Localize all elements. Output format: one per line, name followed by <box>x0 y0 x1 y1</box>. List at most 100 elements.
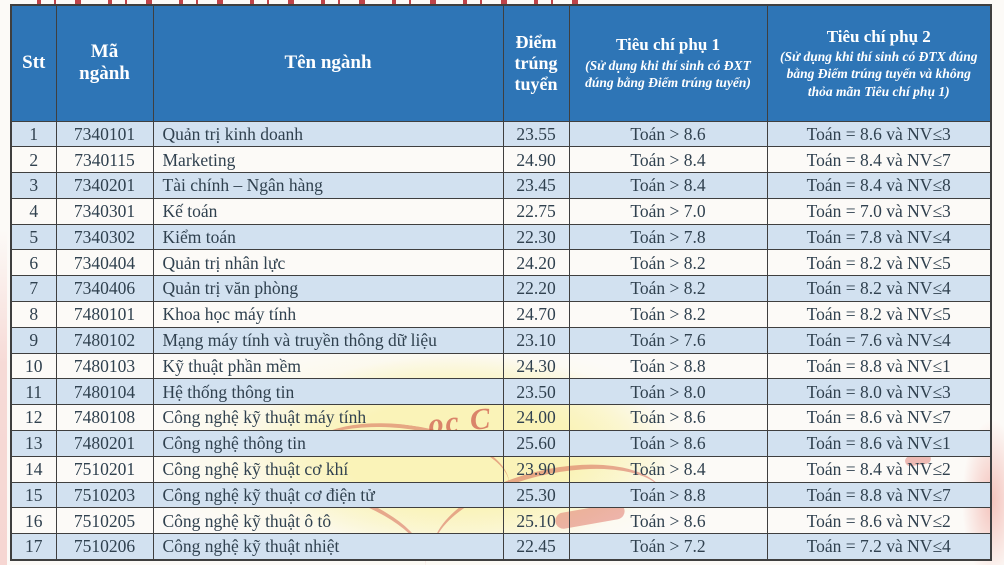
table-row: 14 7510201 Công nghệ kỹ thuật cơ khí 23.90 T… <box>10 455 992 483</box>
cell-stt: 3 <box>10 172 57 199</box>
cell-stt: 1 <box>10 120 57 148</box>
header-row: Stt Mã ngành Tên ngành Điểm trúng tuyển … <box>10 4 992 122</box>
cell-ma-nganh: 7480102 <box>55 326 154 354</box>
col-header-ten-nganh: Tên ngành <box>152 4 504 122</box>
cell-ma-nganh: 7340301 <box>55 197 154 225</box>
table-row: 17 7510206 Công nghệ kỹ thuật nhiệt 22.45 To… <box>10 533 992 561</box>
cell-ma-nganh: 7340302 <box>55 223 154 251</box>
cell-tieu-chi-phu-1: Toán > 8.6 <box>568 120 768 148</box>
cell-ten-nganh: Công nghệ kỹ thuật cơ điện tử <box>152 481 504 509</box>
cell-diem-trung-tuyen: 23.50 <box>502 378 570 406</box>
cell-stt: 5 <box>10 223 57 251</box>
table-row: 12 7480108 Công nghệ kỹ thuật máy tính 24.0… <box>10 404 992 432</box>
cell-stt: 2 <box>10 146 57 174</box>
cell-stt: 6 <box>10 249 57 277</box>
cell-tieu-chi-phu-1: Toán > 8.6 <box>568 507 768 535</box>
cell-ten-nganh: Kế toán <box>152 197 504 225</box>
cell-diem-trung-tuyen: 24.20 <box>502 249 570 277</box>
cell-ma-nganh: 7340115 <box>55 146 154 174</box>
cell-stt: 10 <box>10 352 57 380</box>
tieu-chi-phu-2-title: Tiêu chí phụ 2 <box>826 26 931 46</box>
cell-ma-nganh: 7480104 <box>55 378 154 406</box>
table-row: 1 7340101 Quản trị kinh doanh 23.55 Toán > 8… <box>10 120 992 148</box>
tieu-chi-phu-1-title: Tiêu chí phụ 1 <box>615 35 721 55</box>
cell-stt: 4 <box>10 197 57 225</box>
cell-diem-trung-tuyen: 23.45 <box>502 172 570 199</box>
table-header: Stt Mã ngành Tên ngành Điểm trúng tuyển … <box>10 4 992 122</box>
cell-ten-nganh: Công nghệ kỹ thuật nhiệt <box>152 533 504 561</box>
table-row: 11 7480104 Hệ thống thông tin 23.50 Toán > 8… <box>10 378 992 406</box>
cell-ma-nganh: 7340406 <box>55 275 154 303</box>
cell-stt: 17 <box>10 533 57 561</box>
cell-ten-nganh: Khoa học máy tính <box>152 301 504 328</box>
cell-tieu-chi-phu-2: Toán = 8.6 và NV≤7 <box>766 404 992 432</box>
cell-stt: 16 <box>10 507 57 535</box>
cell-ten-nganh: Quản trị kinh doanh <box>152 120 504 148</box>
cell-tieu-chi-phu-2: Toán = 7.0 và NV≤3 <box>766 197 992 225</box>
cell-tieu-chi-phu-1: Toán > 8.4 <box>568 172 768 199</box>
cell-ma-nganh: 7480201 <box>55 430 154 457</box>
table-row: 16 7510205 Công nghệ kỹ thuật ô tô 25.10 Toá… <box>10 507 992 535</box>
cell-tieu-chi-phu-2: Toán = 8.6 và NV≤3 <box>766 120 992 148</box>
cell-stt: 12 <box>10 404 57 432</box>
cell-tieu-chi-phu-2: Toán = 8.8 và NV≤1 <box>766 352 992 380</box>
cell-tieu-chi-phu-2: Toán = 8.2 và NV≤4 <box>766 275 992 303</box>
cell-ten-nganh: Công nghệ kỹ thuật máy tính <box>152 404 504 432</box>
cell-tieu-chi-phu-1: Toán > 8.6 <box>568 404 768 432</box>
cell-tieu-chi-phu-2: Toán = 8.8 và NV≤7 <box>766 481 992 509</box>
cell-tieu-chi-phu-1: Toán > 8.2 <box>568 275 768 303</box>
cell-ten-nganh: Mạng máy tính và truyền thông dữ liệu <box>152 326 504 354</box>
cell-diem-trung-tuyen: 23.90 <box>502 455 570 483</box>
table-body: 1 7340101 Quản trị kinh doanh 23.55 Toán > 8… <box>10 120 992 561</box>
cell-tieu-chi-phu-1: Toán > 7.0 <box>568 197 768 225</box>
col-header-stt: Stt <box>10 4 57 122</box>
tieu-chi-phu-2-note: (Sử dụng khi thí sinh có ĐTX đúng bằng Đ… <box>779 49 978 99</box>
table-row: 2 7340115 Marketing 24.90 Toán > 8.4 Toán = 8… <box>10 146 992 174</box>
cell-ten-nganh: Công nghệ thông tin <box>152 430 504 457</box>
cell-ma-nganh: 7340101 <box>55 120 154 148</box>
cell-diem-trung-tuyen: 23.55 <box>502 120 570 148</box>
cell-tieu-chi-phu-1: Toán > 8.8 <box>568 481 768 509</box>
cell-ten-nganh: Hệ thống thông tin <box>152 378 504 406</box>
cell-tieu-chi-phu-1: Toán > 7.6 <box>568 326 768 354</box>
cell-diem-trung-tuyen: 25.10 <box>502 507 570 535</box>
table-row: 7 7340406 Quản trị văn phòng 22.20 Toán > 8.… <box>10 275 992 303</box>
cell-ten-nganh: Quản trị nhân lực <box>152 249 504 277</box>
table-row: 3 7340201 Tài chính – Ngân hàng 23.45 Toán >… <box>10 172 992 199</box>
cell-diem-trung-tuyen: 24.00 <box>502 404 570 432</box>
cell-ma-nganh: 7480103 <box>55 352 154 380</box>
cell-tieu-chi-phu-2: Toán = 7.6 và NV≤4 <box>766 326 992 354</box>
cell-stt: 9 <box>10 326 57 354</box>
cell-tieu-chi-phu-1: Toán > 8.4 <box>568 146 768 174</box>
cell-tieu-chi-phu-2: Toán = 8.4 và NV≤7 <box>766 146 992 174</box>
table-row: 9 7480102 Mạng máy tính và truyền thông dữ… <box>10 326 992 354</box>
cell-ten-nganh: Kiểm toán <box>152 223 504 251</box>
table-row: 6 7340404 Quản trị nhân lực 24.20 Toán > 8.2… <box>10 249 992 277</box>
cell-tieu-chi-phu-2: Toán = 8.6 và NV≤1 <box>766 430 992 457</box>
cell-tieu-chi-phu-1: Toán > 8.4 <box>568 455 768 483</box>
cell-tieu-chi-phu-1: Toán > 8.2 <box>568 249 768 277</box>
cell-stt: 7 <box>10 275 57 303</box>
cell-tieu-chi-phu-2: Toán = 8.4 và NV≤8 <box>766 172 992 199</box>
cell-tieu-chi-phu-2: Toán = 8.2 và NV≤5 <box>766 249 992 277</box>
cell-tieu-chi-phu-2: Toán = 7.2 và NV≤4 <box>766 533 992 561</box>
cell-diem-trung-tuyen: 24.30 <box>502 352 570 380</box>
cell-stt: 13 <box>10 430 57 457</box>
cell-tieu-chi-phu-2: Toán = 7.8 và NV≤4 <box>766 223 992 251</box>
table-row: 5 7340302 Kiểm toán 22.30 Toán > 7.8 Toán = 7… <box>10 223 992 251</box>
table-row: 10 7480103 Kỹ thuật phần mềm 24.30 Toán > 8.… <box>10 352 992 380</box>
table-row: 15 7510203 Công nghệ kỹ thuật cơ điện tử 25… <box>10 481 992 509</box>
cell-ten-nganh: Kỹ thuật phần mềm <box>152 352 504 380</box>
col-header-diem-trung-tuyen: Điểm trúng tuyển <box>502 4 570 122</box>
admission-scores-table: Stt Mã ngành Tên ngành Điểm trúng tuyển … <box>10 4 992 561</box>
cell-ma-nganh: 7510201 <box>55 455 154 483</box>
cell-tieu-chi-phu-1: Toán > 8.6 <box>568 430 768 457</box>
cell-tieu-chi-phu-2: Toán = 8.6 và NV≤2 <box>766 507 992 535</box>
cell-ten-nganh: Tài chính – Ngân hàng <box>152 172 504 199</box>
scan-edge-artifact <box>0 230 7 565</box>
cell-ma-nganh: 7340404 <box>55 249 154 277</box>
cell-tieu-chi-phu-2: Toán = 8.2 và NV≤5 <box>766 301 992 328</box>
cell-ten-nganh: Công nghệ kỹ thuật cơ khí <box>152 455 504 483</box>
cell-diem-trung-tuyen: 22.20 <box>502 275 570 303</box>
